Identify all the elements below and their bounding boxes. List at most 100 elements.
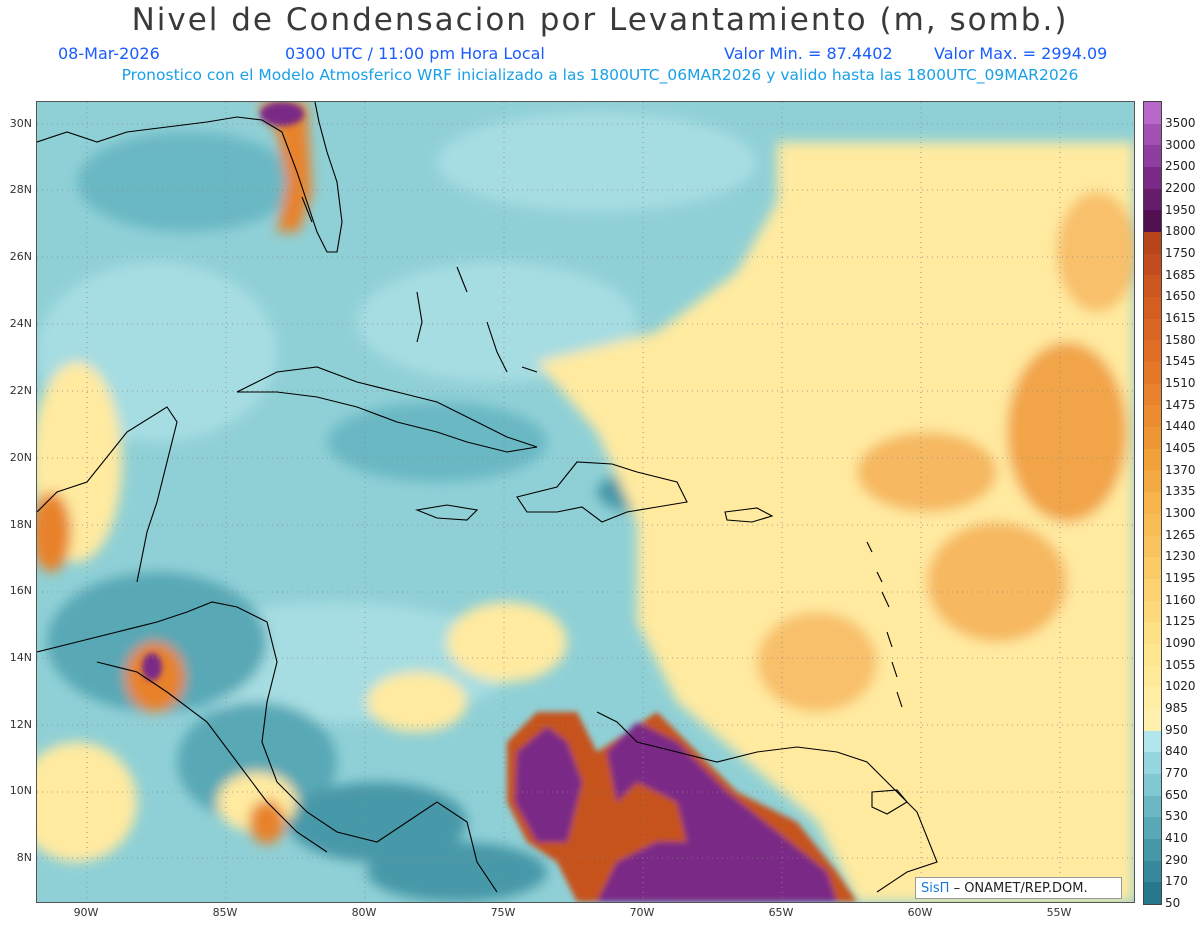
colorbar-label: 1370	[1165, 462, 1196, 477]
colorbar-segment	[1144, 795, 1161, 818]
map-panel[interactable]	[36, 101, 1135, 903]
sispi-brand: SisΠ	[921, 881, 950, 896]
lon-label: 80W	[351, 906, 377, 919]
colorbar-label: 1580	[1165, 332, 1196, 347]
colorbar-label: 290	[1165, 852, 1188, 867]
colorbar-segment	[1144, 102, 1161, 125]
forecast-info: Pronostico con el Modelo Atmosferico WRF…	[121, 66, 1079, 84]
colorbar-segment	[1144, 297, 1161, 320]
lat-label: 10N	[9, 784, 32, 797]
colorbar-segment	[1144, 817, 1161, 840]
colorbar-label: 1405	[1165, 440, 1196, 455]
colorbar-segment	[1144, 427, 1161, 450]
colorbar-segment	[1144, 145, 1161, 168]
colorbar-label: 650	[1165, 787, 1188, 802]
lon-label: 75W	[490, 906, 516, 919]
colorbar-segment	[1144, 708, 1161, 732]
colorbar-label: 2200	[1165, 180, 1196, 195]
colorbar-segment	[1144, 773, 1161, 797]
colorbar-segment	[1144, 448, 1161, 471]
colorbar-segment	[1144, 557, 1161, 580]
lon-label: 65W	[768, 906, 794, 919]
colorbar-label: 840	[1165, 744, 1188, 759]
colorbar-segment	[1144, 882, 1161, 905]
colorbar-label: 985	[1165, 701, 1188, 716]
colorbar-label: 3500	[1165, 115, 1196, 130]
colorbar-label: 530	[1165, 809, 1188, 824]
lat-label: 24N	[9, 317, 32, 330]
lon-label: 70W	[629, 906, 655, 919]
colorbar-segment	[1144, 622, 1161, 645]
lat-label: 22N	[9, 384, 32, 397]
colorbar-label: 1125	[1165, 614, 1196, 629]
colorbar-label: 1230	[1165, 549, 1196, 564]
lon-label: 85W	[212, 906, 238, 919]
colorbar-label: 1195	[1165, 571, 1196, 586]
time-label: 0300 UTC / 11:00 pm Hora Local	[285, 44, 545, 63]
colorbar-label: 2500	[1165, 159, 1196, 174]
colorbar	[1143, 101, 1162, 905]
colorbar-label: 3000	[1165, 137, 1196, 152]
colorbar-segment	[1144, 253, 1161, 276]
colorbar-label: 1160	[1165, 592, 1196, 607]
coastlines	[37, 102, 938, 893]
colorbar-label: 1055	[1165, 657, 1196, 672]
colorbar-segment	[1144, 210, 1161, 233]
colorbar-segment	[1144, 860, 1161, 883]
colorbar-segment	[1144, 340, 1161, 363]
colorbar-segment	[1144, 643, 1161, 667]
colorbar-segment	[1144, 167, 1161, 190]
colorbar-segment	[1144, 188, 1161, 211]
colorbar-segment	[1144, 687, 1161, 710]
onamet-logo: SisΠ – ONAMET/REP.DOM.	[915, 877, 1122, 899]
colorbar-label: 1090	[1165, 636, 1196, 651]
colorbar-segment	[1144, 275, 1161, 298]
lat-label: 30N	[9, 117, 32, 130]
colorbar-label: 1510	[1165, 375, 1196, 390]
colorbar-label: 1475	[1165, 397, 1196, 412]
colorbar-segment	[1144, 492, 1161, 515]
colorbar-segment	[1144, 405, 1161, 428]
colorbar-segment	[1144, 232, 1161, 255]
colorbar-segment	[1144, 535, 1161, 558]
colorbar-label: 1265	[1165, 527, 1196, 542]
lcl-field	[37, 102, 1134, 902]
min-value-label: Valor Min. = 87.4402	[724, 44, 893, 63]
max-value-label: Valor Max. = 2994.09	[934, 44, 1108, 63]
lat-label: 16N	[9, 584, 32, 597]
lat-label: 26N	[9, 250, 32, 263]
colorbar-label: 410	[1165, 831, 1188, 846]
colorbar-label: 170	[1165, 874, 1188, 889]
colorbar-label: 1545	[1165, 354, 1196, 369]
colorbar-segment	[1144, 362, 1161, 385]
colorbar-segment	[1144, 470, 1161, 493]
colorbar-label: 1800	[1165, 224, 1196, 239]
colorbar-label: 770	[1165, 766, 1188, 781]
lat-label: 20N	[9, 451, 32, 464]
map-title: Nivel de Condensacion por Levantamiento …	[131, 2, 1069, 38]
lon-label: 55W	[1046, 906, 1072, 919]
colorbar-segment	[1144, 730, 1161, 753]
lat-label: 28N	[9, 183, 32, 196]
colorbar-segment	[1144, 600, 1161, 623]
lat-label: 8N	[16, 851, 32, 864]
colorbar-label: 1950	[1165, 202, 1196, 217]
colorbar-segment	[1144, 665, 1161, 688]
lat-label: 12N	[9, 718, 32, 731]
colorbar-label: 50	[1165, 896, 1181, 911]
colorbar-label: 1300	[1165, 506, 1196, 520]
colorbar-segment	[1144, 752, 1161, 775]
colorbar-label: 1335	[1165, 484, 1196, 499]
date-label: 08-Mar-2026	[58, 44, 160, 63]
colorbar-segment	[1144, 838, 1161, 862]
colorbar-segment	[1144, 123, 1161, 146]
colorbar-label: 1650	[1165, 289, 1196, 304]
lat-label: 14N	[9, 651, 32, 664]
lat-label: 18N	[9, 518, 32, 531]
colorbar-segment	[1144, 513, 1161, 536]
colorbar-segment	[1144, 578, 1161, 602]
colorbar-label: 1685	[1165, 267, 1196, 282]
colorbar-label: 1440	[1165, 419, 1196, 434]
colorbar-label: 950	[1165, 722, 1188, 737]
colorbar-label: 1750	[1165, 245, 1196, 260]
